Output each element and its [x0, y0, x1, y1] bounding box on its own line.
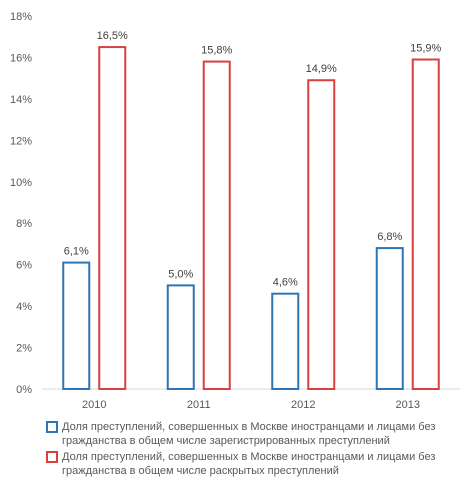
bar-solved [202, 60, 231, 390]
x-tick-label: 2010 [82, 399, 106, 411]
legend-label-registered: Доля преступлений, совершенных в Москве … [62, 421, 436, 447]
legend-item-solved: Доля преступлений, совершенных в Москве … [46, 450, 466, 478]
data-label: 5,0% [168, 268, 193, 280]
legend-swatch-blue [46, 421, 58, 433]
bar-registered [375, 247, 404, 390]
bar-registered [271, 292, 300, 390]
data-label: 4,6% [273, 277, 298, 289]
x-axis: 2010 2011 2012 2013 [82, 399, 420, 411]
y-tick-label: 2% [16, 343, 32, 355]
legend-label-solved: Доля преступлений, совершенных в Москве … [62, 451, 436, 477]
data-label: 6,1% [64, 246, 89, 258]
x-tick-label: 2011 [187, 399, 211, 411]
legend-swatch-red [46, 451, 58, 463]
y-tick-label: 0% [16, 384, 32, 396]
bar-solved [307, 79, 336, 390]
bar-registered [166, 284, 195, 390]
data-label: 15,9% [410, 43, 441, 55]
x-tick-label: 2012 [291, 399, 315, 411]
y-tick-label: 4% [16, 301, 32, 313]
bar-solved [98, 46, 127, 390]
y-tick-label: 14% [10, 94, 32, 106]
legend: Доля преступлений, совершенных в Москве … [46, 420, 466, 480]
bars [62, 46, 440, 391]
bar-registered [62, 261, 91, 391]
data-labels: 6,1% 16,5% 5,0% 15,8% 4,6% 14,9% 6,8% 15,9% [64, 30, 442, 289]
data-label: 6,8% [377, 231, 402, 243]
bar-chart: 0%2%4%6%8%10%12%14%16%18% 2010 2011 2012 20… [10, 11, 460, 411]
y-axis: 0% 2% 4% 6% 8% 10% 12% 14% 16% 18% [10, 11, 32, 396]
y-tick-label: 10% [10, 177, 32, 189]
y-tick-label: 18% [10, 11, 32, 23]
y-tick-label: 6% [16, 260, 32, 272]
y-tick-label: 16% [10, 52, 32, 64]
y-tick-label: 12% [10, 135, 32, 147]
x-tick-label: 2013 [396, 399, 420, 411]
bar-solved [411, 58, 440, 391]
data-label: 16,5% [97, 30, 128, 42]
data-label: 15,8% [201, 45, 232, 57]
y-tick-label: 8% [16, 218, 32, 230]
legend-item-registered: Доля преступлений, совершенных в Москве … [46, 420, 466, 448]
data-label: 14,9% [306, 63, 337, 75]
